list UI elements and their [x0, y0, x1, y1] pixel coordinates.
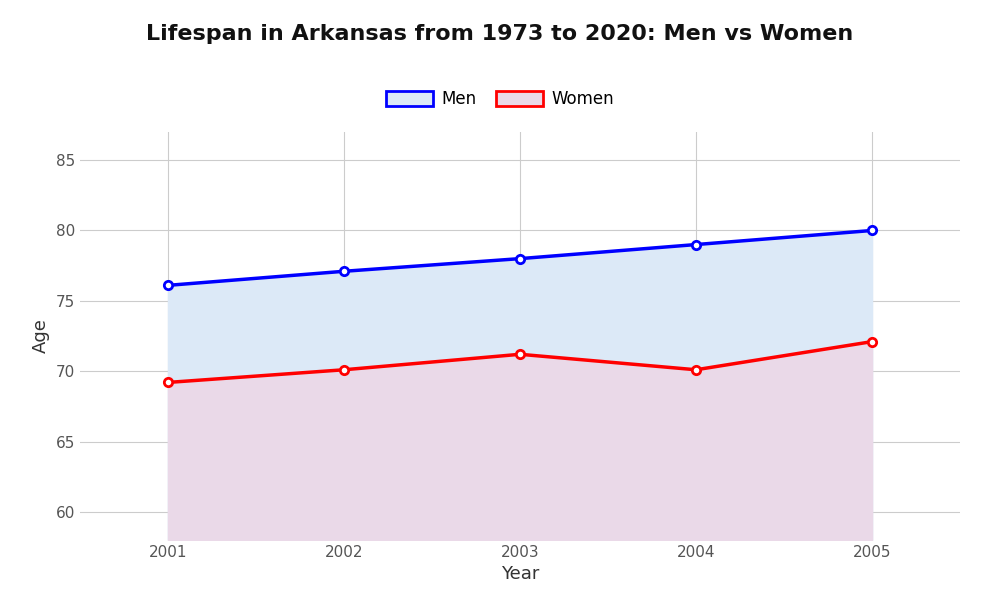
Y-axis label: Age: Age: [32, 319, 50, 353]
Legend: Men, Women: Men, Women: [379, 83, 621, 115]
Text: Lifespan in Arkansas from 1973 to 2020: Men vs Women: Lifespan in Arkansas from 1973 to 2020: …: [146, 24, 854, 44]
X-axis label: Year: Year: [501, 565, 539, 583]
